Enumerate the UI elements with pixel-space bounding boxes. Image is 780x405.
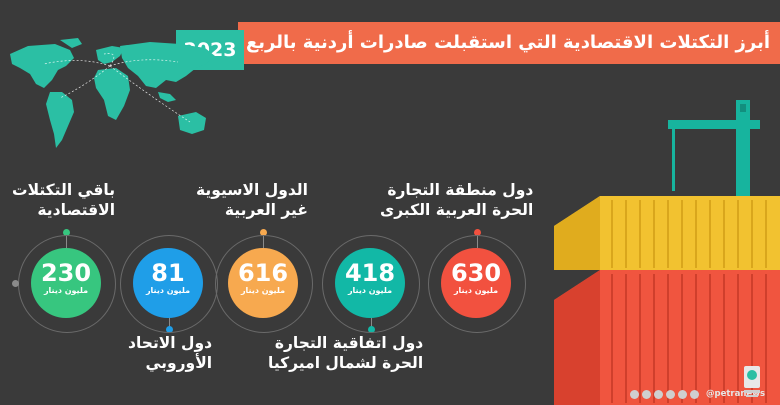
twitter-icon[interactable] [630, 389, 639, 399]
unit-label: مليون دينار [453, 286, 499, 295]
label-fta-us: دول اتفاقية التجارة الحرة لشمال اميركيا [268, 333, 423, 373]
unit-label: مليون دينار [347, 286, 393, 295]
value-other: 230 [40, 259, 92, 287]
unit-label: مليون دينار [43, 286, 89, 295]
label-line: الأوروبي [145, 354, 213, 372]
unit-label: مليون دينار [145, 286, 191, 295]
label-eu: دول الاتحاد الأوروبي [128, 333, 212, 373]
label-line: الدول الاسيوية [196, 181, 308, 199]
label-line: الحرة العربية الكبرى [380, 201, 534, 219]
ring [428, 235, 526, 333]
label-line: باقي التكتلات [12, 181, 116, 199]
ring [215, 235, 313, 333]
shipping-containers-icon [554, 100, 780, 405]
social-handle[interactable]: @petranews [706, 389, 766, 399]
petra-logo-icon [744, 366, 760, 397]
youtube-icon[interactable] [666, 389, 675, 399]
value-eu: 81 [151, 259, 185, 287]
value-circle-other: 230 مليون دينار [31, 248, 101, 318]
value-circle-eu: 81 مليون دينار [133, 248, 203, 318]
label-line: دول منطقة التجارة [387, 181, 534, 199]
label-line: الاقتصادية [37, 201, 116, 219]
connector-dot [474, 229, 481, 236]
connector-dot [260, 229, 267, 236]
label-line: غير العربية [224, 201, 308, 219]
social-footer: @petranews [630, 386, 765, 402]
page-title: أبرز التكتلات الاقتصادية التي استقبلت صا… [238, 22, 780, 64]
ring [322, 235, 420, 333]
value-circle-asian: 616 مليون دينار [228, 248, 298, 318]
value-asian: 616 [237, 259, 289, 287]
world-map-icon [10, 38, 215, 148]
unit-label: مليون دينار [240, 286, 286, 295]
label-other-blocs: باقي التكتلات الاقتصادية [12, 180, 115, 220]
value-circle-fta-us: 418 مليون دينار [335, 248, 405, 318]
value-gafta: 630 [450, 259, 502, 287]
value-fta-us: 418 [344, 259, 396, 287]
label-gafta: دول منطقة التجارة الحرة العربية الكبرى [380, 180, 533, 220]
connector-dot [12, 280, 19, 287]
label-line: دول الاتحاد [128, 334, 213, 352]
label-line: الحرة لشمال اميركيا [268, 354, 424, 372]
instagram-icon[interactable] [654, 389, 663, 399]
label-asian: الدول الاسيوية غير العربية [196, 180, 308, 220]
facebook-icon[interactable] [642, 389, 651, 399]
value-circle-gafta: 630 مليون دينار [441, 248, 511, 318]
connector-dot [63, 229, 70, 236]
whatsapp-icon[interactable] [690, 389, 699, 399]
label-line: دول اتفاقية التجارة [274, 334, 424, 352]
telegram-icon[interactable] [678, 389, 687, 399]
